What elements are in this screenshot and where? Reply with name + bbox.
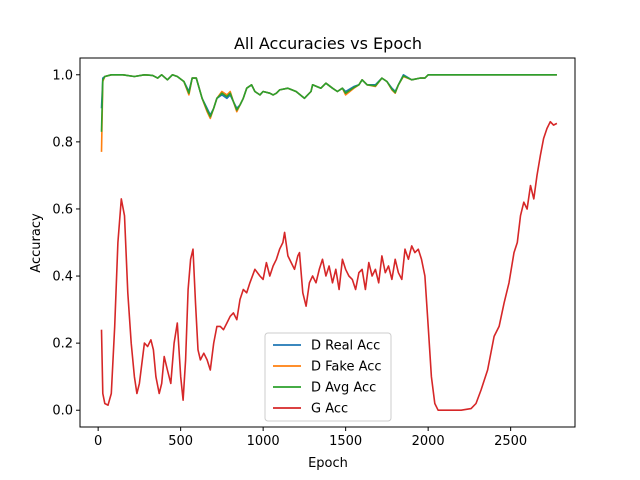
y-tick-label: 0.2 <box>52 337 73 352</box>
x-tick-label: 2500 <box>494 434 527 449</box>
chart-title: All Accuracies vs Epoch <box>234 34 422 53</box>
x-tick-label: 500 <box>168 434 193 449</box>
y-tick-label: 0.4 <box>52 270 73 285</box>
plot-area <box>100 74 558 411</box>
series-line-d-avg-acc <box>100 74 557 132</box>
legend-label: D Fake Acc <box>311 360 382 375</box>
y-tick-label: 0.6 <box>52 202 73 217</box>
series-line-g-acc <box>100 120 558 411</box>
x-axis-label: Epoch <box>308 456 348 471</box>
y-tick-label: 0.0 <box>52 404 73 419</box>
x-tick-label: 0 <box>94 434 102 449</box>
axes-frame <box>79 57 576 428</box>
y-tick-label: 0.8 <box>52 135 73 150</box>
x-tick-label: 1000 <box>247 434 280 449</box>
x-tick-label: 1500 <box>329 434 362 449</box>
legend-label: D Real Acc <box>311 339 380 354</box>
legend-box <box>264 332 392 422</box>
legend: D Real Acc D Fake Acc D Avg Acc G Acc <box>264 332 392 422</box>
legend-label: D Avg Acc <box>311 381 376 396</box>
legend-label: G Acc <box>311 402 348 417</box>
y-axis-label: Accuracy <box>29 213 44 273</box>
y-tick-label: 1.0 <box>52 68 73 83</box>
axis-ticks: 0 500 1000 1500 2000 2500 0.0 0.2 0.4 0.6 0.8 1.0 <box>52 68 527 449</box>
x-tick-label: 2000 <box>412 434 445 449</box>
